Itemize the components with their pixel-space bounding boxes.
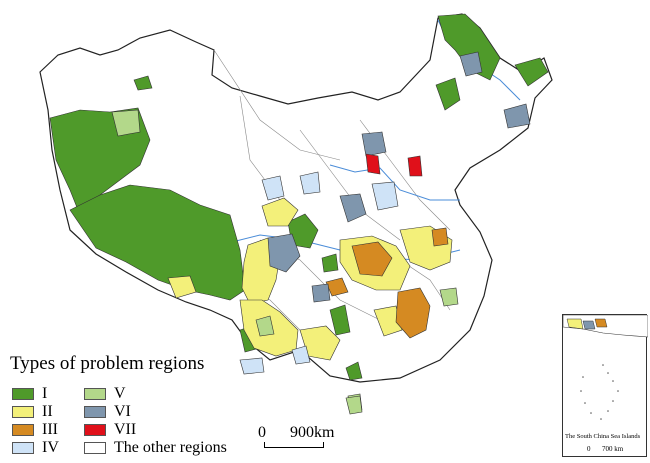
region-iii-4 (431, 227, 449, 247)
legend-item-v: V (84, 385, 126, 403)
legend-swatch-v (84, 388, 106, 400)
legend-swatch-i (12, 388, 34, 400)
legend-item-iii: III (12, 421, 58, 439)
legend-swatch-vii (84, 424, 106, 436)
scale-unit: km (314, 424, 335, 441)
region-vii-1 (365, 153, 381, 175)
region-iii-3 (325, 277, 349, 297)
legend-swatch-iv (12, 442, 34, 454)
legend-item-i: I (12, 385, 47, 403)
region-iv-3 (299, 171, 321, 195)
hainan-island (345, 395, 363, 415)
inset-map (562, 314, 649, 420)
legend-item-vii: VII (84, 421, 136, 439)
region-iv-5 (291, 345, 311, 365)
region-iv-1 (261, 175, 285, 201)
inset-caption: The South China Sea Islands (565, 433, 641, 440)
region-v-1 (111, 109, 141, 137)
legend-label-vi: VI (114, 403, 131, 420)
legend-label-iii: III (42, 421, 58, 438)
legend-label-v: V (114, 385, 126, 402)
region-i-northeast (437, 13, 501, 81)
region-i-south-2 (329, 304, 351, 336)
region-vi-5 (361, 131, 387, 157)
scale-start: 0 (258, 424, 266, 441)
legend-label-iv: IV (42, 439, 59, 456)
legend-swatch-vi (84, 406, 106, 418)
region-ii-west-small (167, 275, 197, 299)
region-vi-1 (267, 233, 301, 273)
region-i-northeast-3 (514, 57, 549, 87)
region-iv-2 (371, 181, 399, 211)
legend-label-other: The other regions (114, 439, 227, 456)
region-vi-2 (339, 193, 367, 223)
region-ii-gansu (261, 197, 299, 227)
region-iii-2 (395, 287, 431, 339)
scale-end: 900 (290, 424, 314, 441)
region-iii-1 (351, 241, 393, 277)
legend-swatch-other (84, 442, 106, 454)
region-v-4 (255, 315, 275, 337)
legend-swatch-iii (12, 424, 34, 436)
inset-scale-end: 700 km (602, 445, 624, 453)
region-i-northeast-2 (435, 77, 461, 111)
south-china-sea-inset: The South China Sea Islands 0 700 km (562, 314, 649, 457)
legend-title: Types of problem regions (10, 353, 205, 374)
scale-bar (264, 442, 324, 448)
region-vi-3 (459, 51, 483, 77)
legend-item-other: The other regions (84, 439, 227, 457)
inset-scale: 0 700 km (587, 445, 623, 453)
china-outline (39, 13, 553, 383)
region-vi-6 (311, 283, 331, 303)
legend-label-vii: VII (114, 421, 137, 438)
inset-scale-start: 0 (587, 445, 591, 453)
legend-item-ii: II (12, 403, 53, 421)
region-vi-4 (503, 103, 531, 129)
region-i-mid (321, 253, 339, 273)
region-i-small-north (133, 75, 153, 91)
region-i-south-3 (345, 361, 363, 381)
legend-swatch-ii (12, 406, 34, 418)
legend-item-vi: VI (84, 403, 131, 421)
region-iv-4 (239, 357, 265, 375)
legend-label-i: I (42, 385, 48, 402)
region-ii-south-east (373, 305, 403, 337)
legend-label-ii: II (42, 403, 53, 420)
region-vii-2 (407, 155, 423, 177)
legend-item-iv: IV (12, 439, 59, 457)
scale-bar-label: 0 900km (258, 424, 334, 442)
region-v-3 (439, 287, 459, 307)
